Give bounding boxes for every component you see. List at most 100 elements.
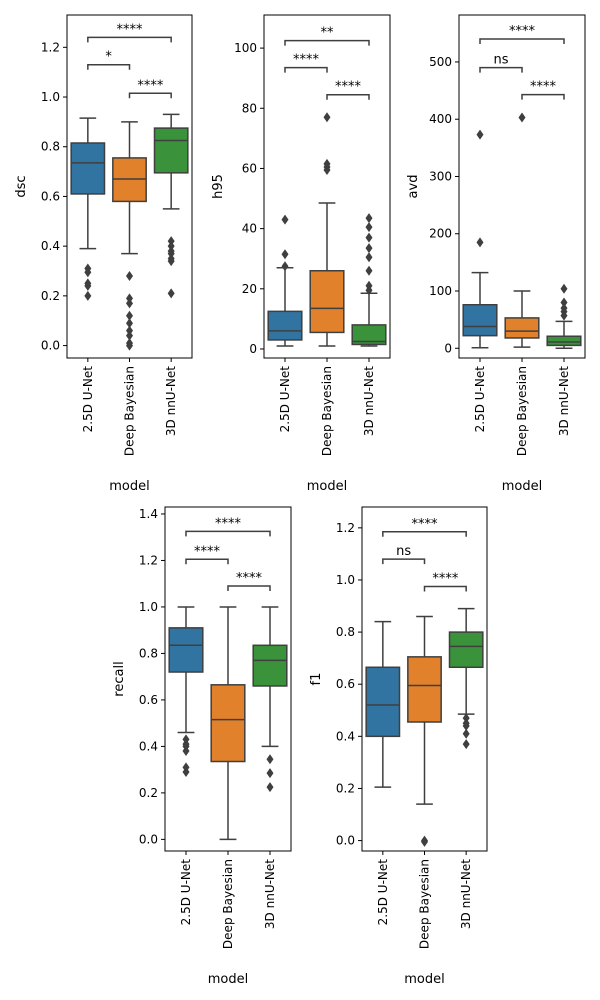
x-tick-label: 2.5D U-Net xyxy=(376,859,390,926)
box-body xyxy=(546,335,582,347)
x-tick-label: Deep Bayesian xyxy=(221,859,235,949)
significance-label: **** xyxy=(335,80,362,95)
significance-bracket: ** xyxy=(284,26,370,46)
bracket-line xyxy=(521,93,565,100)
significance-bracket: **** xyxy=(128,78,172,99)
outlier-point xyxy=(462,720,470,731)
x-axis-label: model xyxy=(109,479,149,494)
box-dsc-1 xyxy=(112,121,147,351)
y-tick-label: 0.4 xyxy=(139,739,158,753)
y-tick-label: 1.0 xyxy=(139,600,158,614)
bracket-line xyxy=(87,63,131,70)
x-axis-label: model xyxy=(404,972,444,987)
box-dsc-2 xyxy=(153,113,189,299)
y-tick-label: 60 xyxy=(242,161,257,175)
box-avd-0 xyxy=(462,129,498,349)
box-body xyxy=(504,317,540,339)
significance-bracket: ns xyxy=(479,53,523,73)
y-tick-label: 1.0 xyxy=(41,90,60,104)
significance-label: ** xyxy=(321,26,335,41)
y-tick-label: 0.0 xyxy=(41,339,60,353)
outlier-point xyxy=(462,728,470,739)
box-recall-2 xyxy=(252,606,288,793)
bracket-line xyxy=(284,66,328,73)
significance-label: **** xyxy=(194,544,221,559)
y-axis-label: dsc xyxy=(14,175,29,197)
x-tick-label: 2.5D U-Net xyxy=(81,366,95,433)
significance-bracket: * xyxy=(87,50,131,70)
y-axis-label: f1 xyxy=(309,673,324,686)
significance-bracket: **** xyxy=(423,571,467,592)
x-tick-label: Deep Bayesian xyxy=(515,366,529,456)
box-body xyxy=(309,269,345,334)
significance-label: **** xyxy=(117,22,144,37)
x-tick-label: 2.5D U-Net xyxy=(278,366,292,433)
box-body xyxy=(252,644,288,687)
bracket-line xyxy=(479,66,523,73)
box-body xyxy=(462,303,498,337)
x-axis-label: model xyxy=(208,972,248,987)
significance-bracket: **** xyxy=(87,22,172,43)
y-tick-label: 400 xyxy=(429,112,452,126)
box-body xyxy=(153,127,189,174)
significance-bracket: **** xyxy=(382,517,467,537)
y-axis-label: avd xyxy=(406,175,421,199)
outlier-point xyxy=(126,310,133,321)
y-tick-label: 500 xyxy=(429,55,452,69)
outlier-point xyxy=(365,265,373,276)
significance-label: **** xyxy=(137,78,164,93)
outlier-point xyxy=(560,310,568,321)
significance-label: ns xyxy=(493,53,508,68)
bracket-line xyxy=(87,36,172,43)
y-axis-label: recall xyxy=(112,661,127,696)
y-tick-label: 1.2 xyxy=(139,553,158,567)
y-tick-label: 100 xyxy=(429,284,452,298)
outlier-point xyxy=(266,782,274,793)
bracket-line xyxy=(479,38,565,45)
bracket-line xyxy=(382,558,426,565)
box-h95-2 xyxy=(351,213,387,347)
significance-bracket: **** xyxy=(479,24,565,45)
box-body xyxy=(168,627,204,673)
x-tick-label: 2.5D U-Net xyxy=(473,366,487,433)
outlier-point xyxy=(281,249,289,260)
y-tick-label: 300 xyxy=(429,169,452,183)
y-tick-label: 0.4 xyxy=(336,729,355,743)
box-body xyxy=(267,310,303,341)
y-tick-label: 0.0 xyxy=(336,834,355,848)
box-body xyxy=(210,684,246,763)
box-avd-2 xyxy=(546,283,582,350)
outlier-point xyxy=(84,290,92,301)
y-tick-label: 200 xyxy=(429,227,452,241)
box-body xyxy=(70,142,106,195)
significance-label: * xyxy=(105,50,112,65)
y-tick-label: 20 xyxy=(242,282,257,296)
box-f1-1 xyxy=(407,615,442,847)
y-tick-label: 1.4 xyxy=(139,507,158,521)
box-recall-1 xyxy=(210,606,246,841)
y-tick-label: 1.2 xyxy=(336,521,355,535)
box-body xyxy=(448,631,484,669)
significance-bracket: **** xyxy=(326,80,370,100)
significance-bracket: **** xyxy=(521,80,565,100)
outlier-point xyxy=(281,214,289,225)
outlier-point xyxy=(421,836,428,847)
box-dsc-0 xyxy=(70,117,106,301)
outlier-point xyxy=(365,285,373,296)
outlier-point xyxy=(462,713,470,724)
bracket-line xyxy=(326,93,370,100)
x-tick-label: Deep Bayesian xyxy=(123,366,137,456)
significance-bracket: **** xyxy=(227,571,271,592)
y-tick-label: 0.2 xyxy=(336,781,355,795)
y-tick-label: 0 xyxy=(444,341,452,355)
y-tick-label: 0.2 xyxy=(139,786,158,800)
significance-bracket: ns xyxy=(382,544,426,565)
outlier-point xyxy=(167,288,175,299)
outlier-point xyxy=(365,213,373,224)
box-h95-0 xyxy=(267,214,303,347)
box-f1-0 xyxy=(365,620,401,788)
significance-label: **** xyxy=(236,571,263,586)
x-tick-label: 3D nnU-Net xyxy=(164,366,178,436)
outlier-point xyxy=(560,297,568,308)
y-tick-label: 100 xyxy=(234,41,257,55)
